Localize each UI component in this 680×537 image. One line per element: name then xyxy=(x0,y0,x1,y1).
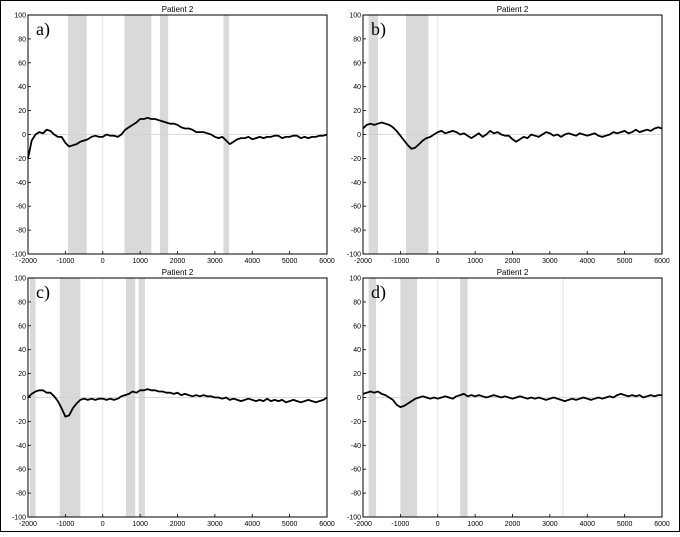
y-tick-label: 80 xyxy=(353,299,361,306)
x-tick-label: 4000 xyxy=(579,521,595,528)
y-tick-label: -20 xyxy=(351,419,361,426)
y-tick-label: 20 xyxy=(18,371,26,378)
chart-panel: 100 80 60 40 20 0 -20 -40 -60 -80 -100-2000 -1000 0 1… xyxy=(347,268,670,528)
series-line xyxy=(362,390,662,408)
panel-label: b) xyxy=(371,19,386,40)
y-tick-label: 60 xyxy=(353,323,361,330)
x-tick-label: -2000 xyxy=(19,258,37,265)
y-tick-label: -40 xyxy=(16,443,26,450)
y-tick-label: 80 xyxy=(353,36,361,43)
x-tick-label: -2000 xyxy=(19,521,37,528)
y-tick-label: -80 xyxy=(351,491,361,498)
y-tick-label: -40 xyxy=(351,180,361,187)
x-tick-label: 3000 xyxy=(207,521,223,528)
x-tick-label: 1000 xyxy=(132,521,148,528)
chart-panel: 100 80 60 40 20 0 -20 -40 -60 -80 -100-2000 -1000 0 1… xyxy=(347,5,670,265)
y-tick-label: 60 xyxy=(353,60,361,67)
y-tick-label: 20 xyxy=(18,108,26,115)
y-tick-label: -60 xyxy=(351,204,361,211)
x-tick-label: 6000 xyxy=(654,258,670,265)
x-tick-label: -1000 xyxy=(56,521,74,528)
x-tick-label: 2000 xyxy=(505,258,521,265)
x-tick-label: 0 xyxy=(436,258,440,265)
x-tick-label: 5000 xyxy=(282,258,298,265)
x-tick-label: 0 xyxy=(101,521,105,528)
y-tick-label: 100 xyxy=(14,13,26,20)
y-tick-label: 20 xyxy=(353,108,361,115)
x-tick-label: 5000 xyxy=(282,521,298,528)
x-tick-label: 4000 xyxy=(579,258,595,265)
x-tick-label: 2000 xyxy=(170,521,186,528)
x-tick-label: 1000 xyxy=(467,258,483,265)
y-tick-label: 40 xyxy=(18,347,26,354)
y-tick-label: -100 xyxy=(347,252,361,259)
panel-label: a) xyxy=(36,19,50,40)
y-tick-label: -40 xyxy=(351,443,361,450)
y-tick-label: -20 xyxy=(16,156,26,163)
y-tick-label: 20 xyxy=(353,371,361,378)
y-tick-label: 60 xyxy=(18,60,26,67)
y-tick-label: 40 xyxy=(18,84,26,91)
x-tick-label: 2000 xyxy=(505,521,521,528)
x-tick-label: 6000 xyxy=(654,521,670,528)
y-tick-label: 0 xyxy=(22,132,26,139)
y-tick-label: -60 xyxy=(16,467,26,474)
x-tick-label: 0 xyxy=(101,258,105,265)
series-line xyxy=(362,121,663,150)
chart-panel: 100 80 60 40 20 0 -20 -40 -60 -80 -100-2000 -1000 0 1… xyxy=(12,268,335,528)
x-tick-label: -2000 xyxy=(354,521,372,528)
y-tick-label: 0 xyxy=(22,395,26,402)
y-tick-label: 100 xyxy=(349,276,361,283)
y-tick-label: 80 xyxy=(18,299,26,306)
chart-title: Patient 2 xyxy=(497,5,529,14)
x-tick-label: 1000 xyxy=(132,258,148,265)
y-tick-label: -60 xyxy=(16,204,26,211)
x-tick-label: 3000 xyxy=(542,521,558,528)
x-tick-label: 4000 xyxy=(244,258,260,265)
x-tick-label: 1000 xyxy=(467,521,483,528)
x-tick-label: 5000 xyxy=(617,521,633,528)
y-tick-label: -20 xyxy=(351,156,361,163)
x-tick-label: 6000 xyxy=(319,258,335,265)
x-tick-label: -2000 xyxy=(354,258,372,265)
panel-label: c) xyxy=(36,282,50,303)
y-tick-label: 100 xyxy=(14,276,26,283)
y-tick-label: -40 xyxy=(16,180,26,187)
x-tick-label: 4000 xyxy=(244,521,260,528)
y-tick-label: 100 xyxy=(349,13,361,20)
y-tick-label: 80 xyxy=(18,36,26,43)
x-tick-label: -1000 xyxy=(391,258,409,265)
chart-title: Patient 2 xyxy=(162,268,194,277)
y-tick-label: -100 xyxy=(347,515,361,522)
y-tick-label: -100 xyxy=(12,515,26,522)
y-tick-label: 0 xyxy=(357,395,361,402)
y-tick-label: -80 xyxy=(16,491,26,498)
series-line xyxy=(27,388,328,418)
chart-title: Patient 2 xyxy=(162,5,194,14)
y-tick-label: -20 xyxy=(16,419,26,426)
y-tick-label: -60 xyxy=(351,467,361,474)
panel-label: d) xyxy=(371,282,386,303)
x-tick-label: 2000 xyxy=(170,258,186,265)
series-line xyxy=(27,116,328,159)
y-tick-label: 40 xyxy=(353,347,361,354)
x-tick-label: 5000 xyxy=(617,258,633,265)
x-tick-label: 6000 xyxy=(319,521,335,528)
y-tick-label: 0 xyxy=(357,132,361,139)
x-tick-label: -1000 xyxy=(391,521,409,528)
x-tick-label: -1000 xyxy=(56,258,74,265)
chart-panel: 100 80 60 40 20 0 -20 -40 -60 -80 -100-2000 -1000 0 1… xyxy=(12,5,335,265)
y-tick-label: -80 xyxy=(351,228,361,235)
y-tick-label: 40 xyxy=(353,84,361,91)
y-tick-label: -80 xyxy=(16,228,26,235)
x-tick-label: 3000 xyxy=(542,258,558,265)
chart-title: Patient 2 xyxy=(497,268,529,277)
y-tick-label: 60 xyxy=(18,323,26,330)
x-tick-label: 3000 xyxy=(207,258,223,265)
y-tick-label: -100 xyxy=(12,252,26,259)
x-tick-label: 0 xyxy=(436,521,440,528)
